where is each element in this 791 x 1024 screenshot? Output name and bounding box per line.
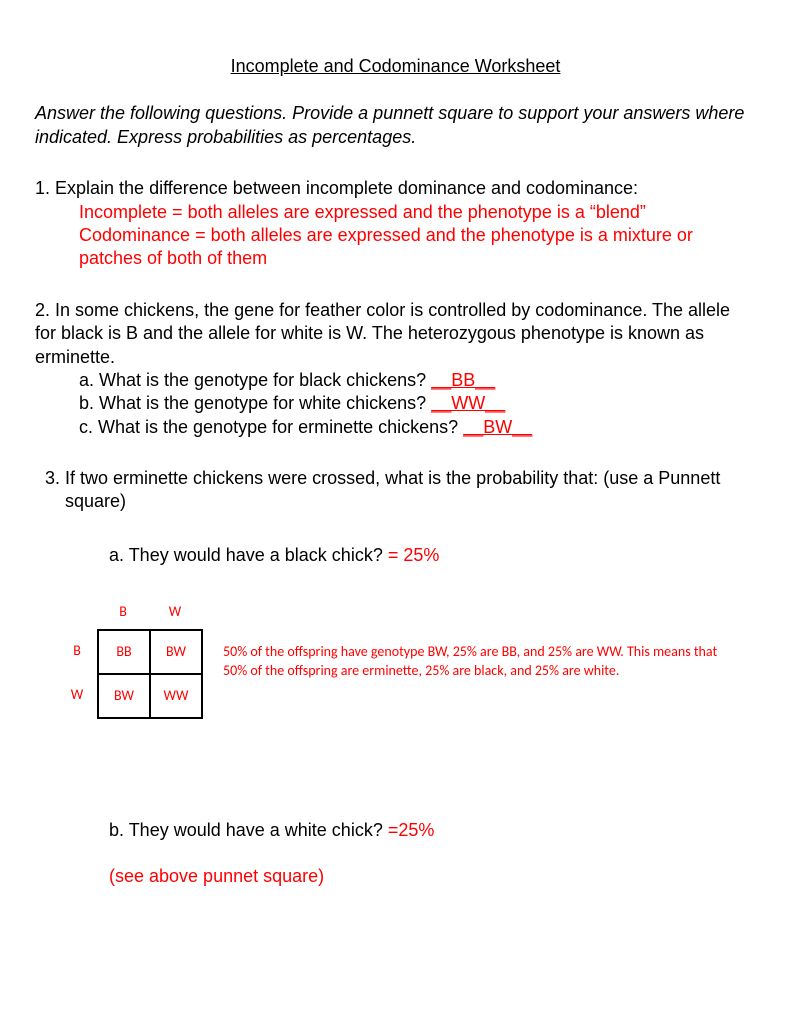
q2b: b. What is the genotype for white chicke… (35, 392, 756, 415)
row-header-1: W (65, 673, 89, 717)
punnett-explanation: 50% of the offspring have genotype BW, 2… (223, 643, 743, 681)
punnett-grid: BB BW BW WW (97, 629, 203, 719)
q3b-answer: =25% (388, 820, 435, 840)
cell-0-1: BW (150, 630, 202, 674)
q2a-answer: __BB__ (431, 370, 495, 390)
cell-0-0: BB (98, 630, 150, 674)
q3-prompt-line2: square) (45, 490, 756, 513)
question-2: 2. In some chickens, the gene for feathe… (35, 299, 756, 439)
q2b-text: b. What is the genotype for white chicke… (79, 393, 431, 413)
cell-1-0: BW (98, 674, 150, 718)
worksheet-page: Incomplete and Codominance Worksheet Ans… (0, 0, 791, 1024)
row-header-0: B (65, 629, 89, 673)
q2c-text: c. What is the genotype for erminette ch… (79, 417, 463, 437)
q2a: a. What is the genotype for black chicke… (35, 369, 756, 392)
q3a-answer: = 25% (388, 545, 440, 565)
col-header-1: W (149, 603, 201, 621)
q3a-text: a. They would have a black chick? (109, 545, 388, 565)
q2c-answer: __BW__ (463, 417, 532, 437)
see-above-note: (see above punnet square) (35, 865, 756, 888)
page-title: Incomplete and Codominance Worksheet (35, 55, 756, 78)
q1-prompt: 1. Explain the difference between incomp… (35, 177, 756, 200)
punnett-square: B W B W BB BW BW WW (65, 603, 203, 719)
question-1: 1. Explain the difference between incomp… (35, 177, 756, 271)
q2c: c. What is the genotype for erminette ch… (35, 416, 756, 439)
q3-prompt-line1: 3. If two erminette chickens were crosse… (45, 467, 756, 490)
q3b-text: b. They would have a white chick? (109, 820, 388, 840)
question-3: 3. If two erminette chickens were crosse… (35, 467, 756, 514)
q2b-answer: __WW__ (431, 393, 505, 413)
col-header-0: B (97, 603, 149, 621)
punnett-col-headers: B W (97, 603, 203, 621)
q3b: b. They would have a white chick? =25% (35, 819, 756, 842)
q3a: a. They would have a black chick? = 25% (35, 544, 756, 567)
q1-answer-line1: Incomplete = both alleles are expressed … (35, 201, 756, 224)
cell-1-1: WW (150, 674, 202, 718)
q2a-text: a. What is the genotype for black chicke… (79, 370, 431, 390)
instructions-text: Answer the following questions. Provide … (35, 102, 756, 149)
punnett-row-headers: B W (65, 629, 89, 719)
q2-prompt: 2. In some chickens, the gene for feathe… (35, 299, 756, 369)
q1-answer-line2: Codominance = both alleles are expressed… (35, 224, 756, 271)
punnett-section: B W B W BB BW BW WW 50% of the offspring… (35, 603, 756, 719)
